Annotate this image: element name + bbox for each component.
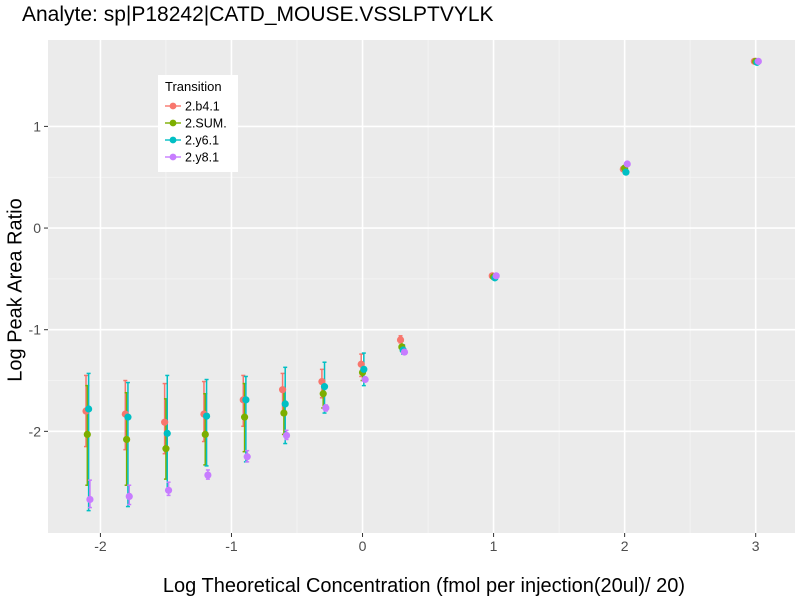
data-point-2 <box>280 409 288 417</box>
data-point-4 <box>86 495 94 504</box>
legend-key-point <box>169 119 177 127</box>
data-point-4 <box>400 348 409 356</box>
data-point-1 <box>278 386 287 394</box>
data-point-3 <box>85 405 93 413</box>
data-point-3 <box>622 168 630 176</box>
data-point-3 <box>124 413 132 421</box>
data-point-2 <box>319 390 327 398</box>
data-point-4 <box>125 492 133 501</box>
data-point-1 <box>161 418 169 426</box>
x-tick-label: 3 <box>752 538 760 554</box>
data-point-4 <box>623 160 631 168</box>
legend-label: 2.y8.1 <box>185 151 219 165</box>
x-axis-label: Log Theoretical Concentration (fmol per … <box>162 575 686 597</box>
x-tick-label: -2 <box>94 538 107 554</box>
data-point-2 <box>240 413 249 421</box>
x-tick-label: 1 <box>490 538 498 554</box>
legend-title: Transition <box>165 79 222 94</box>
data-point-4 <box>282 431 291 440</box>
data-point-3 <box>242 396 250 404</box>
legend-label: 2.y6.1 <box>185 134 219 148</box>
legend-key-point <box>169 102 177 110</box>
data-point-1 <box>396 336 405 344</box>
data-point-4 <box>322 404 330 412</box>
data-point-2 <box>123 435 131 444</box>
chart-title: Analyte: sp|P18242|CATD_MOUSE.VSSLPTVYLK <box>22 3 494 26</box>
y-tick-label: 0 <box>33 220 41 236</box>
y-tick-label: 1 <box>33 118 41 134</box>
x-tick-label: 0 <box>359 538 367 554</box>
data-point-4 <box>243 453 251 461</box>
legend-label: 2.b4.1 <box>185 100 220 114</box>
x-tick-label: -1 <box>225 538 238 554</box>
data-point-2 <box>83 430 91 438</box>
data-point-3 <box>163 429 171 437</box>
y-tick-label: -2 <box>29 423 42 439</box>
y-tick-label: -1 <box>29 322 42 338</box>
data-point-2 <box>201 430 209 438</box>
data-point-4 <box>164 486 173 494</box>
data-point-3 <box>281 400 289 408</box>
data-point-4 <box>361 375 369 384</box>
x-tick-label: 2 <box>621 538 629 554</box>
data-point-4 <box>492 272 500 280</box>
data-point-4 <box>754 57 762 65</box>
data-point-4 <box>204 471 212 479</box>
data-point-3 <box>360 365 368 373</box>
legend-key-point <box>169 153 177 161</box>
data-point-3 <box>320 383 329 391</box>
data-point-2 <box>162 445 170 453</box>
legend-label: 2.SUM. <box>185 117 227 131</box>
data-point-3 <box>202 412 211 420</box>
legend-key-point <box>169 136 177 144</box>
